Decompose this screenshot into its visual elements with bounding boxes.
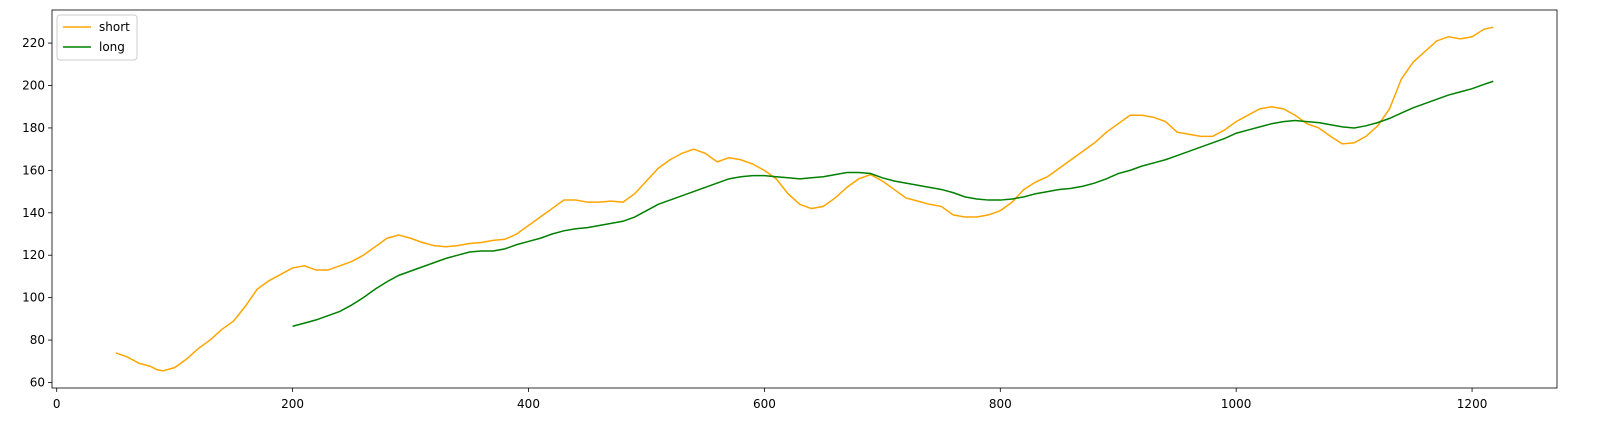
x-tick-label: 400 xyxy=(517,397,540,411)
legend-label: short xyxy=(99,20,130,34)
y-tick-label: 100 xyxy=(22,291,45,305)
y-tick-label: 220 xyxy=(22,36,45,50)
x-tick-label: 200 xyxy=(281,397,304,411)
y-tick-label: 140 xyxy=(22,206,45,220)
axes-frame xyxy=(51,9,1558,389)
x-tick-label: 800 xyxy=(989,397,1012,411)
y-tick-label: 120 xyxy=(22,248,45,262)
series-line xyxy=(115,26,1494,372)
x-tick-label: 1200 xyxy=(1457,397,1488,411)
legend-label: long xyxy=(99,40,125,54)
y-tick-label: 200 xyxy=(22,79,45,93)
series-line xyxy=(292,80,1494,327)
y-tick-label: 160 xyxy=(22,163,45,177)
y-tick-label: 60 xyxy=(30,375,45,389)
x-tick-label: 600 xyxy=(753,397,776,411)
y-tick-label: 180 xyxy=(22,121,45,135)
x-tick-label: 1000 xyxy=(1221,397,1252,411)
y-tick-label: 80 xyxy=(30,333,45,347)
x-tick-label: 0 xyxy=(53,397,61,411)
